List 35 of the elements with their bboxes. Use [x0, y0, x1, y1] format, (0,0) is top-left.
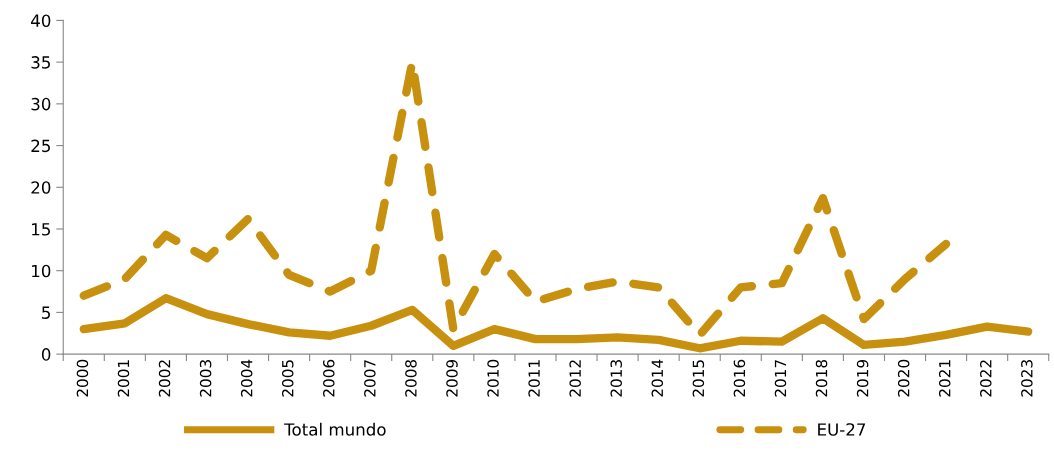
x-tick-label: 2014	[651, 359, 664, 397]
x-tick-label: 2010	[487, 359, 499, 397]
y-tick-label: 20	[31, 181, 51, 194]
x-tick-label: 2012	[569, 360, 581, 397]
x-tick-label: 2022	[980, 360, 992, 397]
x-tick-label: 2008	[405, 359, 417, 397]
x-tick-label: 2000	[76, 359, 89, 397]
x-tick-label: 2001	[117, 360, 130, 397]
x-tick-label: 2003	[199, 360, 212, 397]
x-tick-label: 2016	[733, 359, 746, 397]
y-tick-label: 40	[31, 14, 51, 27]
legend-label: EU-27	[818, 423, 866, 436]
x-tick-label: 2002	[158, 360, 171, 397]
x-tick-label: 2007	[364, 360, 376, 397]
x-tick-label: 2019	[856, 359, 869, 397]
x-tick-label: 2017	[774, 360, 787, 397]
x-tick-label: 2020	[897, 359, 910, 397]
x-tick-label: 2011	[528, 360, 540, 397]
y-tick-label: 5	[42, 306, 50, 319]
y-tick-label: 0	[41, 348, 51, 361]
y-tick-label: 10	[32, 264, 51, 278]
x-tick-label: 2004	[240, 359, 253, 397]
x-tick-label: 2015	[692, 360, 705, 397]
y-tick-label: 35	[31, 56, 50, 69]
x-tick-label: 2009	[446, 359, 458, 397]
x-tick-label: 2006	[323, 359, 335, 397]
x-tick-label: 2013	[610, 360, 623, 397]
x-tick-label: 2018	[815, 359, 828, 397]
y-tick-label: 30	[31, 97, 51, 111]
y-tick-label: 25	[31, 139, 50, 153]
x-tick-label: 2005	[281, 360, 294, 397]
legend-label: Total mundo	[284, 422, 386, 436]
x-tick-label: 2021	[938, 360, 951, 397]
x-tick-label: 2023	[1021, 360, 1033, 397]
y-tick-label: 15	[32, 223, 50, 236]
